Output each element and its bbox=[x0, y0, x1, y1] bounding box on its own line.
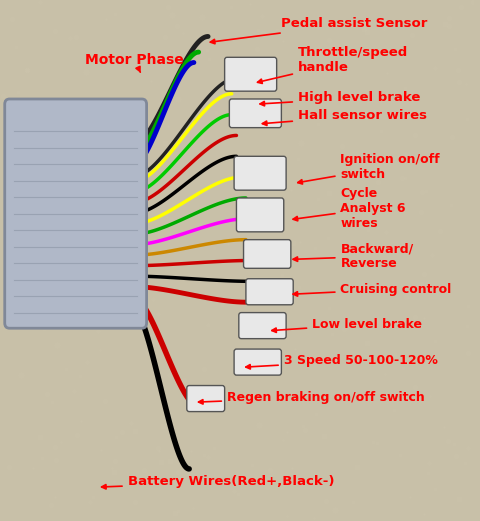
Text: Motor Phase: Motor Phase bbox=[85, 53, 184, 72]
Text: Regen braking on/off switch: Regen braking on/off switch bbox=[199, 391, 425, 404]
FancyBboxPatch shape bbox=[234, 349, 281, 375]
Text: Cruising control: Cruising control bbox=[293, 283, 452, 296]
FancyBboxPatch shape bbox=[187, 386, 225, 412]
FancyBboxPatch shape bbox=[243, 240, 291, 268]
Text: High level brake: High level brake bbox=[260, 92, 420, 106]
Text: 3 Speed 50-100-120%: 3 Speed 50-100-120% bbox=[246, 354, 438, 369]
FancyBboxPatch shape bbox=[246, 279, 293, 305]
Text: Ignition on/off
switch: Ignition on/off switch bbox=[298, 153, 440, 184]
Text: Cycle
Analyst 6
wires: Cycle Analyst 6 wires bbox=[293, 187, 406, 230]
Text: Battery Wires(Red+,Black-): Battery Wires(Red+,Black-) bbox=[102, 476, 334, 489]
FancyBboxPatch shape bbox=[237, 198, 284, 232]
FancyBboxPatch shape bbox=[234, 156, 286, 190]
FancyBboxPatch shape bbox=[229, 99, 281, 128]
Text: Backward/
Reverse: Backward/ Reverse bbox=[293, 242, 414, 270]
Text: Hall sensor wires: Hall sensor wires bbox=[263, 109, 427, 126]
Text: Throttle/speed
handle: Throttle/speed handle bbox=[258, 46, 408, 83]
Text: Low level brake: Low level brake bbox=[272, 318, 422, 332]
FancyBboxPatch shape bbox=[5, 99, 146, 328]
FancyBboxPatch shape bbox=[225, 57, 276, 91]
Text: Pedal assist Sensor: Pedal assist Sensor bbox=[210, 17, 428, 44]
FancyBboxPatch shape bbox=[239, 313, 286, 339]
